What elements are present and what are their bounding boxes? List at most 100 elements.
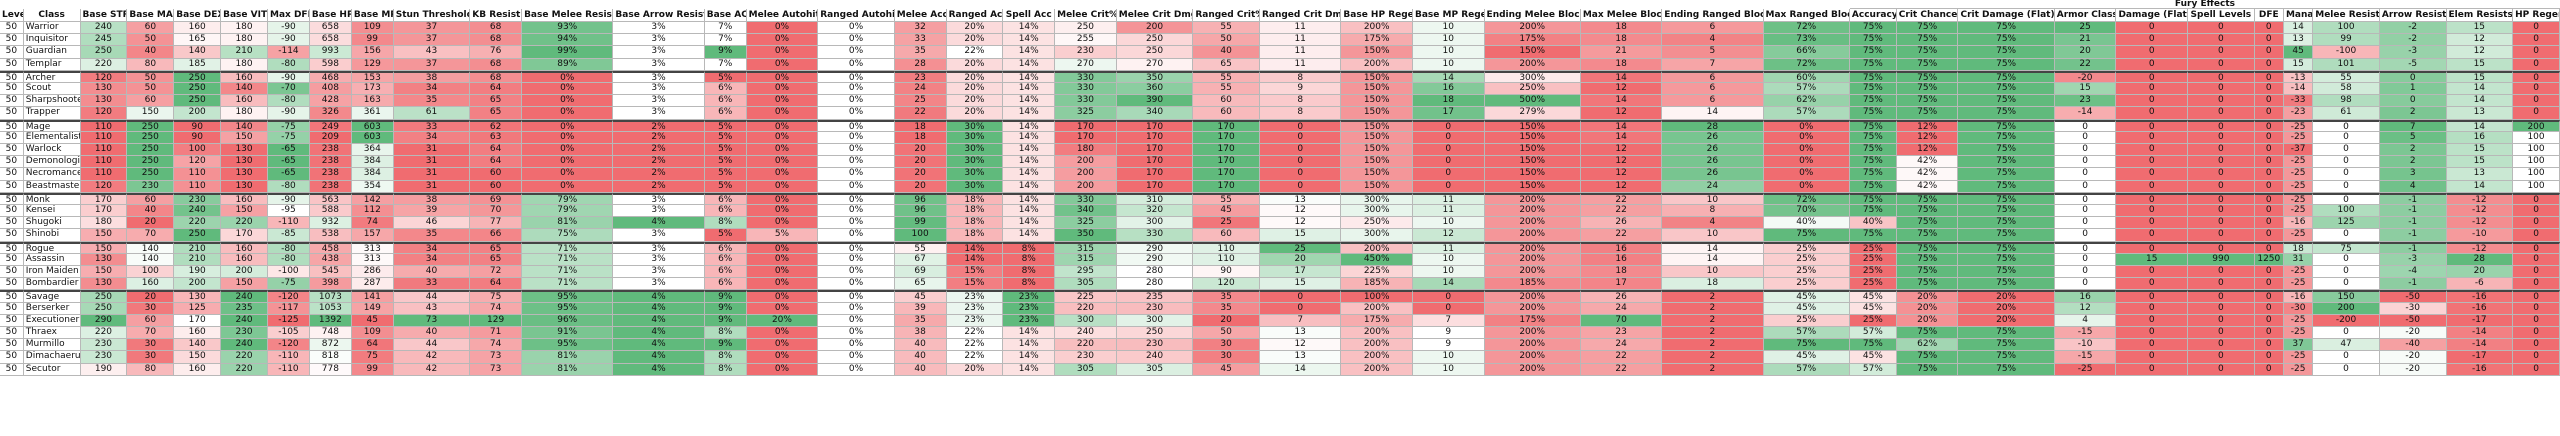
table-cell[interactable]: 0 <box>2188 144 2255 157</box>
table-cell[interactable]: -40 <box>2379 339 2447 352</box>
table-cell[interactable]: 57% <box>1763 327 1850 340</box>
table-cell[interactable]: 75% <box>1849 107 1897 120</box>
table-cell[interactable]: 75% <box>1849 144 1897 157</box>
table-cell[interactable]: 130 <box>174 290 222 303</box>
table-cell[interactable]: 81% <box>522 351 614 364</box>
column-header[interactable]: Ending Melee Block <box>1484 9 1581 22</box>
table-cell[interactable]: 280 <box>1116 266 1194 279</box>
table-cell[interactable]: -12 <box>2446 192 2514 205</box>
table-cell[interactable]: 238 <box>309 144 352 157</box>
table-cell[interactable]: 40% <box>1763 217 1850 230</box>
table-cell[interactable]: -15 <box>2054 327 2117 340</box>
table-cell[interactable]: 14% <box>1003 70 1056 83</box>
table-cell[interactable]: 20 <box>894 156 947 169</box>
table-cell[interactable]: 50 <box>0 363 24 376</box>
table-cell[interactable]: 10 <box>1662 266 1764 279</box>
table-cell[interactable]: 0% <box>746 70 819 83</box>
table-cell[interactable]: 70 <box>127 229 175 242</box>
table-cell[interactable]: 57% <box>1849 327 1897 340</box>
table-cell[interactable]: 79% <box>522 205 614 218</box>
table-cell[interactable]: 0% <box>746 339 819 352</box>
table-cell[interactable]: 350 <box>1116 70 1194 83</box>
table-cell[interactable]: 110 <box>80 156 128 169</box>
table-cell[interactable]: 0 <box>2188 119 2255 132</box>
table-cell[interactable]: 20% <box>946 34 1004 47</box>
table-cell[interactable]: 255 <box>1055 34 1117 47</box>
table-cell[interactable]: 73 <box>393 314 471 327</box>
table-cell[interactable]: 8% <box>1003 241 1056 254</box>
table-cell[interactable]: -30 <box>2283 302 2314 315</box>
table-cell[interactable]: 3% <box>613 192 705 205</box>
table-cell[interactable]: 140 <box>221 119 268 132</box>
table-cell[interactable]: 14% <box>1003 46 1056 59</box>
table-cell[interactable]: 6% <box>704 192 747 205</box>
table-cell[interactable]: 330 <box>1055 192 1117 205</box>
table-cell[interactable]: -2 <box>2379 34 2447 47</box>
table-cell[interactable]: 0 <box>2513 363 2560 376</box>
column-header[interactable]: Ranged Autohit <box>818 9 895 22</box>
table-cell[interactable]: 250 <box>80 46 128 59</box>
table-cell[interactable]: 0 <box>2254 83 2284 96</box>
table-cell[interactable]: 0 <box>2116 144 2189 157</box>
table-cell[interactable]: -1 <box>2379 192 2447 205</box>
table-cell[interactable]: -75 <box>267 278 310 291</box>
table-cell[interactable]: 5 <box>1662 46 1764 59</box>
table-cell[interactable]: 110 <box>80 144 128 157</box>
table-cell[interactable]: -110 <box>267 351 310 364</box>
table-cell[interactable]: 18 <box>2283 241 2314 254</box>
table-cell[interactable]: 75% <box>1958 241 2055 254</box>
table-cell[interactable]: 0% <box>818 229 895 242</box>
table-cell[interactable]: -80 <box>267 180 310 193</box>
table-cell[interactable]: 240 <box>1116 351 1194 364</box>
table-cell[interactable]: 14% <box>1003 58 1056 71</box>
table-cell[interactable]: -117 <box>267 302 310 315</box>
table-cell[interactable]: 10 <box>1412 363 1485 376</box>
table-cell[interactable]: 2 <box>1662 290 1764 303</box>
table-cell[interactable]: 9% <box>704 46 747 59</box>
table-cell[interactable]: 4 <box>1662 217 1764 230</box>
table-cell[interactable]: 75% <box>1849 168 1897 181</box>
table-cell[interactable]: 0% <box>818 217 895 230</box>
column-header[interactable]: Crit Chance <box>1896 9 1959 22</box>
table-cell[interactable]: 1250 <box>2254 253 2284 266</box>
table-cell[interactable]: 300% <box>1341 192 1413 205</box>
table-cell[interactable]: 156 <box>351 46 394 59</box>
table-cell[interactable]: 14% <box>1003 34 1056 47</box>
table-cell[interactable]: 30% <box>946 119 1004 132</box>
table-cell[interactable]: 0% <box>1763 168 1850 181</box>
table-cell[interactable]: 12% <box>1896 119 1959 132</box>
table-cell[interactable]: 7% <box>704 58 747 71</box>
table-cell[interactable]: 75% <box>1849 58 1897 71</box>
table-cell[interactable]: 200% <box>1341 241 1413 254</box>
table-cell[interactable]: 35 <box>393 229 471 242</box>
table-cell[interactable]: Mage <box>23 119 81 132</box>
table-cell[interactable]: 0 <box>2188 339 2255 352</box>
table-cell[interactable]: 68 <box>470 70 523 83</box>
table-cell[interactable]: 220 <box>174 217 222 230</box>
table-cell[interactable]: 12 <box>1580 144 1663 157</box>
column-header[interactable]: Base HP <box>309 9 352 22</box>
table-cell[interactable]: 5% <box>704 168 747 181</box>
table-cell[interactable]: 170 <box>80 192 128 205</box>
table-cell[interactable]: 75% <box>1849 95 1897 108</box>
table-cell[interactable]: 8 <box>1259 95 1342 108</box>
table-cell[interactable]: 72% <box>1763 58 1850 71</box>
table-cell[interactable]: 20% <box>946 22 1004 35</box>
table-cell[interactable]: 45% <box>1763 302 1850 315</box>
table-cell[interactable]: 130 <box>221 144 268 157</box>
table-cell[interactable]: 75% <box>1763 339 1850 352</box>
table-cell[interactable]: 0 <box>2054 205 2117 218</box>
table-cell[interactable]: 364 <box>351 144 394 157</box>
table-cell[interactable]: -16 <box>2446 290 2514 303</box>
table-cell[interactable]: 141 <box>351 290 394 303</box>
table-cell[interactable]: 8% <box>1003 278 1056 291</box>
table-cell[interactable]: 0 <box>2513 70 2560 83</box>
table-cell[interactable]: 20 <box>127 290 175 303</box>
table-cell[interactable]: 238 <box>309 156 352 169</box>
table-cell[interactable]: 0% <box>818 95 895 108</box>
table-cell[interactable]: 50 <box>1193 34 1260 47</box>
table-cell[interactable]: 290 <box>80 314 128 327</box>
table-cell[interactable]: 8% <box>704 217 747 230</box>
table-cell[interactable]: 173 <box>351 83 394 96</box>
table-cell[interactable]: 6% <box>704 95 747 108</box>
